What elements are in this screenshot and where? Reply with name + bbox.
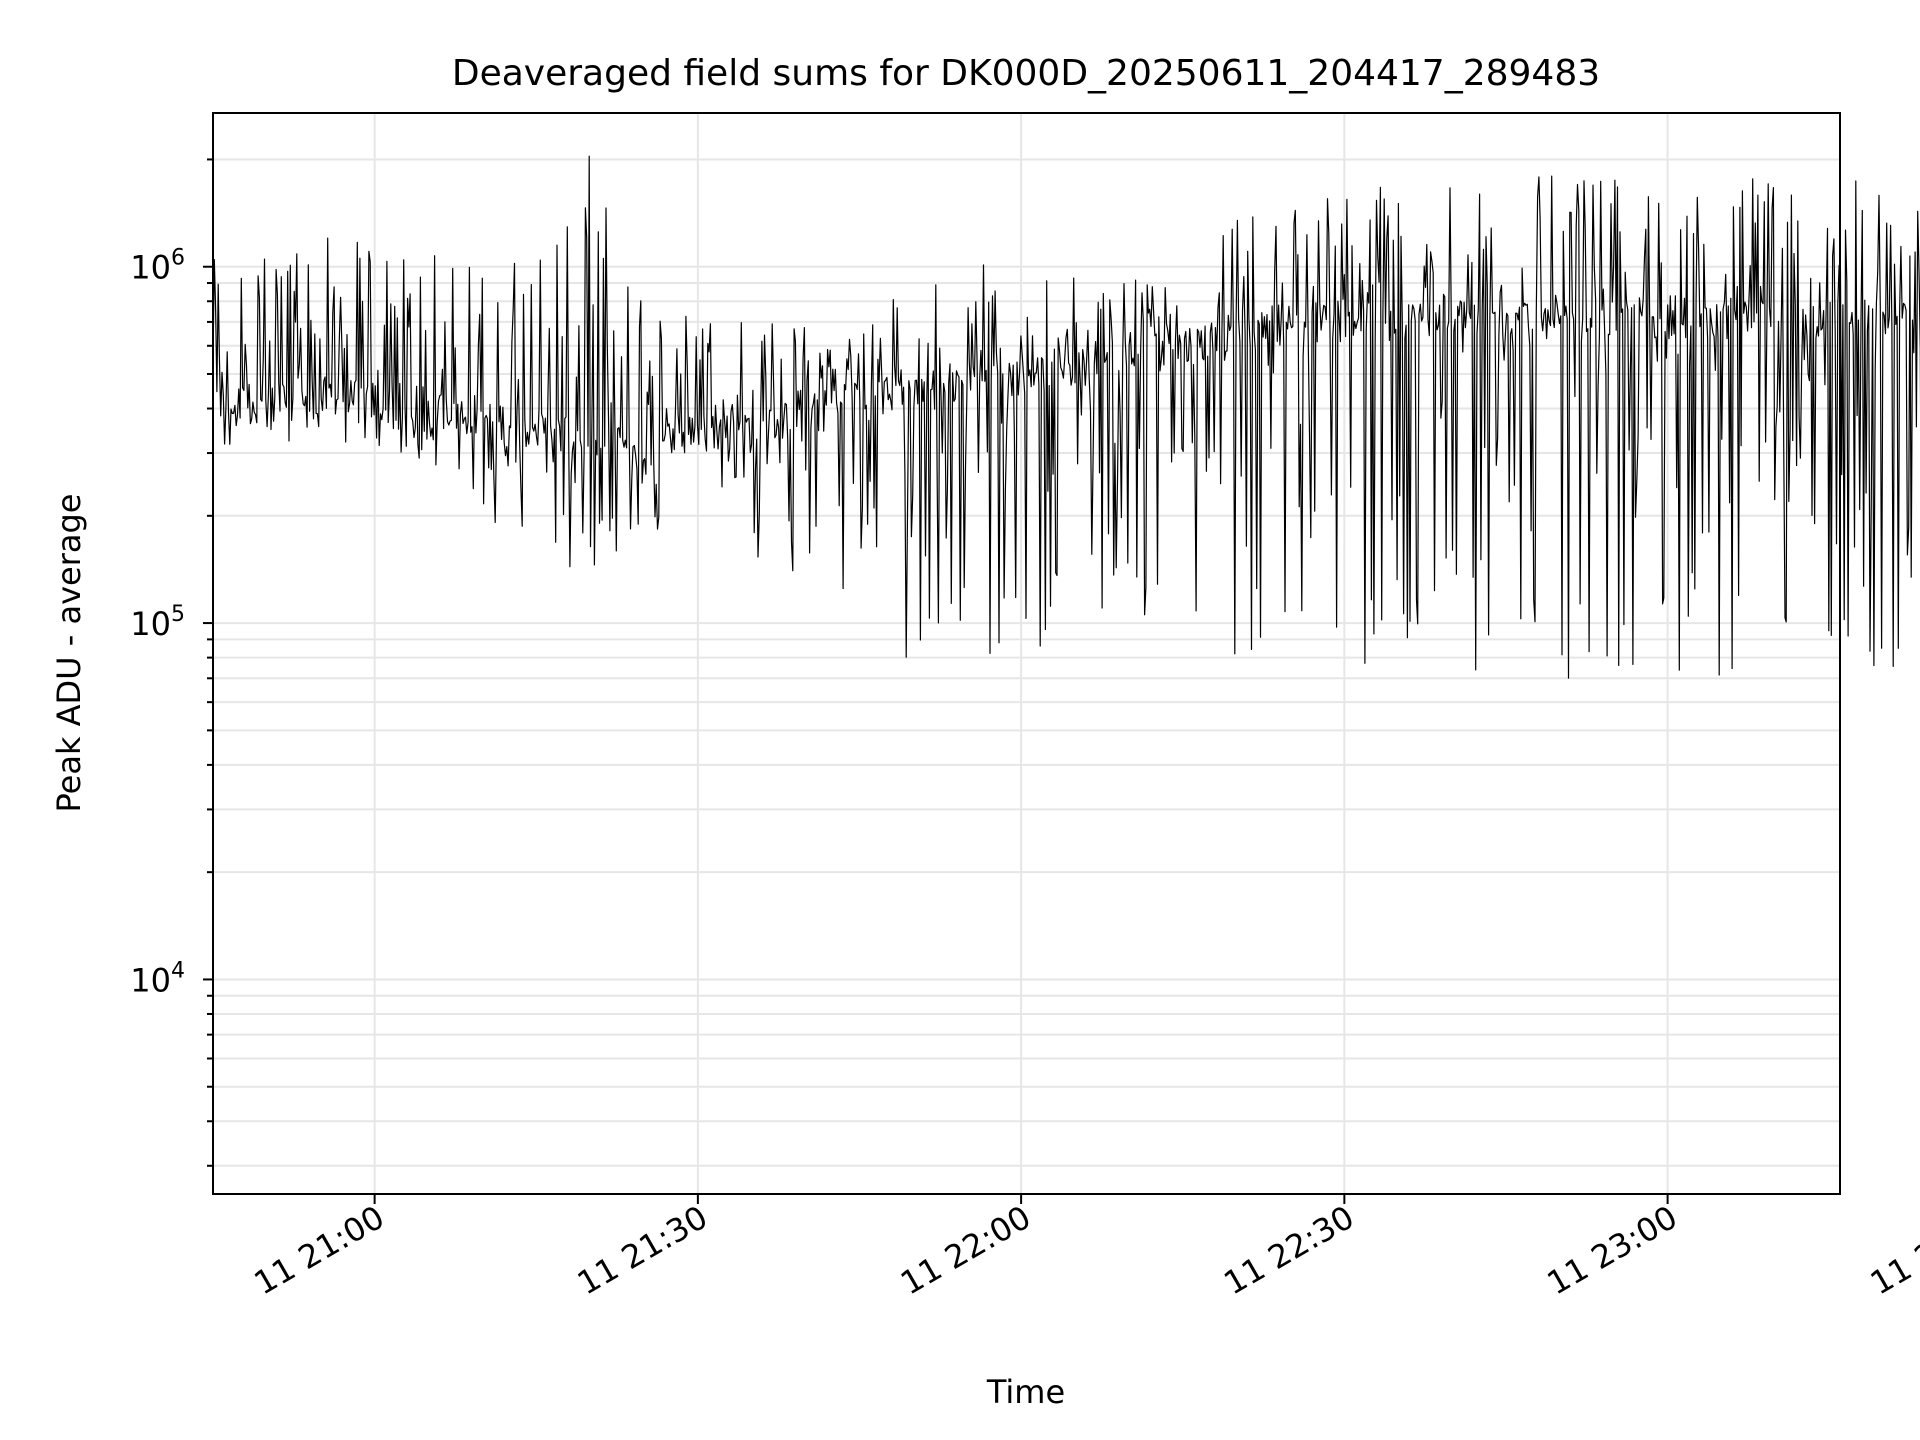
y-tick-label: 105 [130, 602, 185, 643]
series-polyline [212, 155, 1920, 679]
x-axis-label: Time [986, 1373, 1065, 1411]
y-axis: 104 105 106 [130, 158, 213, 1167]
plot-frame [212, 112, 1841, 1195]
chart-title: Deaveraged field sums for DK000D_2025061… [452, 53, 1600, 94]
y-axis-label: Peak ADU - average [50, 494, 88, 813]
y-tick-label: 104 [130, 958, 185, 999]
y-tick-label: 106 [130, 246, 185, 287]
series-line [212, 155, 1920, 679]
